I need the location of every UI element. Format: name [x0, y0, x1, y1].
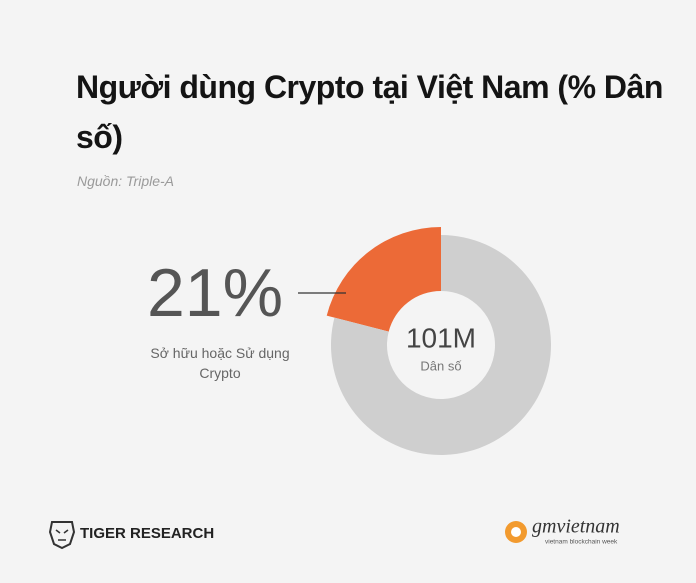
category-label: Sở hữu hoặc Sử dụng Crypto — [150, 345, 290, 381]
footer-right-sub: vietnam blockchain week — [545, 539, 618, 546]
footer-right: gmvietnam — [532, 516, 620, 538]
slice — [330, 235, 551, 455]
center-label: 101M — [406, 322, 476, 353]
gmvietnam-logo — [505, 521, 527, 543]
chart-subtitle: Nguồn: Triple-A — [77, 173, 175, 189]
tiger-logo — [48, 521, 76, 550]
chart-title: Người dùng Crypto tại Việt Nam (% Dân số… — [76, 69, 663, 155]
footer-left: TIGER RESEARCH — [80, 525, 214, 542]
center-sublabel: Dân số — [420, 358, 461, 373]
value-label: 21% — [147, 255, 283, 331]
slice — [326, 227, 441, 332]
